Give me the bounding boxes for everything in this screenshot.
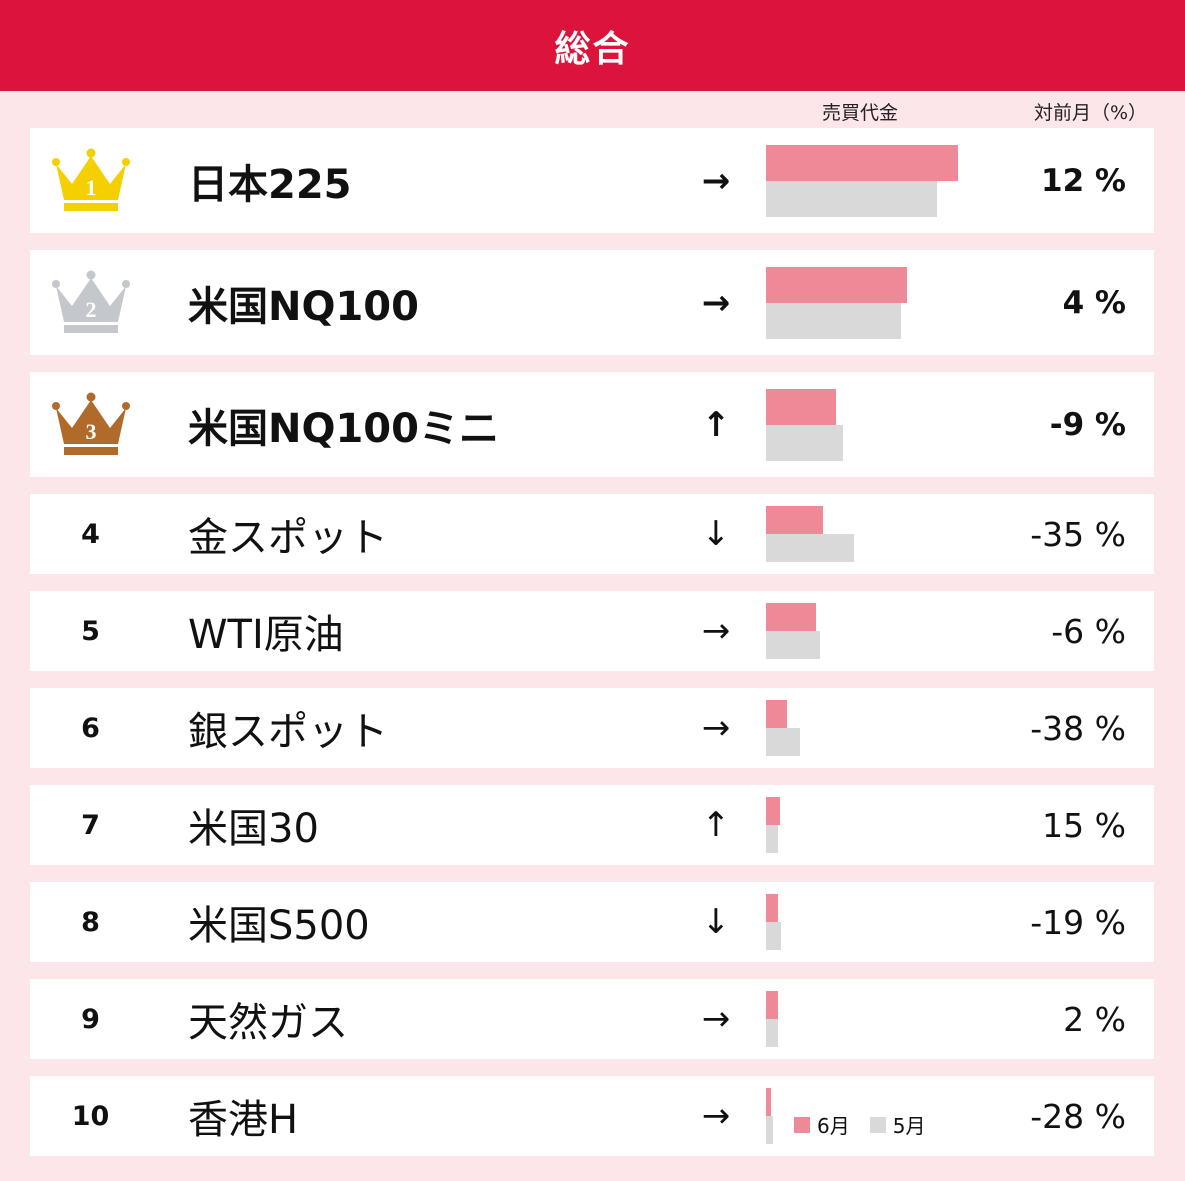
bar-may: [766, 1019, 778, 1047]
arrow-up-icon: ↑: [701, 805, 731, 845]
svg-text:2: 2: [85, 297, 96, 322]
bar-june: [766, 603, 816, 631]
volume-bars: [766, 785, 986, 865]
bar-may: [766, 534, 854, 562]
rank-crown-icon: 3: [30, 372, 151, 477]
arrow-down-icon: ↓: [701, 902, 731, 942]
mom-percent: -28 %: [1030, 1096, 1126, 1136]
product-name: 米国NQ100: [188, 283, 419, 330]
volume-bars: [766, 494, 986, 574]
ranking-row: 7 米国30 ↑ 15 %: [30, 785, 1154, 865]
bar-may: [766, 631, 820, 659]
mom-column-header: 対前月（%）: [1034, 102, 1148, 124]
ranking-row: 8 米国S500 ↓ -19 %: [30, 882, 1154, 962]
mom-percent: 2 %: [1063, 999, 1126, 1039]
product-name: 銀スポット: [188, 709, 388, 755]
rank-number: 5: [81, 615, 100, 647]
volume-bars: [766, 1076, 986, 1156]
volume-bars: [766, 688, 986, 768]
bar-june: [766, 506, 823, 534]
bar-may: [766, 728, 800, 756]
rank-number: 9: [81, 1003, 100, 1035]
mom-percent: 4 %: [1062, 284, 1126, 321]
volume-bars: [766, 979, 986, 1059]
arrow-right-icon: →: [701, 708, 731, 748]
mom-percent: -38 %: [1030, 708, 1126, 748]
bar-may: [766, 922, 781, 950]
rank-crown-icon: 1: [30, 128, 151, 233]
product-name: 米国S500: [188, 903, 370, 949]
bar-may: [766, 1116, 773, 1144]
bar-june: [766, 144, 958, 181]
volume-bars: [766, 128, 986, 233]
legend-item-may: 5月: [869, 1110, 926, 1139]
arrow-up-icon: ↑: [701, 404, 731, 445]
bar-june: [766, 894, 778, 922]
product-name: 米国30: [188, 806, 319, 852]
arrow-right-icon: →: [701, 160, 731, 201]
bar-may: [766, 825, 778, 853]
product-name: 金スポット: [188, 515, 388, 561]
bar-june: [766, 700, 787, 728]
arrow-right-icon: →: [701, 1096, 731, 1136]
svg-text:1: 1: [85, 175, 96, 200]
volume-column-header: 売買代金: [822, 102, 899, 124]
arrow-right-icon: →: [701, 611, 731, 651]
ranking-row: 4 金スポット ↓ -35 %: [30, 494, 1154, 574]
legend-swatch-june: [794, 1116, 810, 1133]
product-name: 香港H: [188, 1097, 299, 1143]
chart-legend: 6月 5月: [794, 1110, 945, 1139]
volume-bars: [766, 372, 986, 477]
legend-label-june: 6月: [817, 1114, 850, 1138]
rank-number: 4: [81, 518, 100, 550]
mom-percent: -35 %: [1030, 514, 1126, 554]
product-name: 米国NQ100ミニ: [188, 405, 499, 452]
product-name: 日本225: [188, 161, 352, 208]
rank-crown-icon: 2: [30, 250, 151, 355]
ranking-row: 6 銀スポット → -38 %: [30, 688, 1154, 768]
ranking-row: 3 米国NQ100ミニ ↑ -9 %: [30, 372, 1154, 477]
mom-percent: -9 %: [1049, 406, 1126, 443]
arrow-down-icon: ↓: [701, 514, 731, 554]
svg-text:3: 3: [85, 419, 96, 444]
volume-bars: [766, 250, 986, 355]
mom-percent: -19 %: [1030, 902, 1126, 942]
bar-june: [766, 797, 780, 825]
ranking-row: 1 日本225 → 12 %: [30, 128, 1154, 233]
mom-percent: 12 %: [1041, 162, 1126, 199]
bar-june: [766, 991, 778, 1019]
legend-item-june: 6月: [794, 1110, 850, 1139]
bar-may: [766, 302, 901, 339]
ranking-row: 9 天然ガス → 2 %: [30, 979, 1154, 1059]
product-name: WTI原油: [188, 612, 344, 658]
arrow-right-icon: →: [701, 282, 731, 323]
bar-june: [766, 388, 836, 425]
ranking-row: 2 米国NQ100 → 4 %: [30, 250, 1154, 355]
bar-june: [766, 1088, 771, 1116]
bar-june: [766, 266, 907, 303]
ranking-row: 10 香港H → -28 %: [30, 1076, 1154, 1156]
arrow-right-icon: →: [701, 999, 731, 1039]
legend-label-may: 5月: [892, 1114, 926, 1138]
ranking-row: 5 WTI原油 → -6 %: [30, 591, 1154, 671]
mom-percent: 15 %: [1042, 805, 1126, 845]
rank-number: 6: [81, 712, 100, 744]
legend-swatch-may: [869, 1116, 886, 1133]
mom-percent: -6 %: [1051, 611, 1126, 651]
title-bar: 総合: [0, 0, 1185, 91]
product-name: 天然ガス: [188, 1000, 348, 1046]
rank-number: 8: [81, 906, 100, 938]
volume-bars: [766, 882, 986, 962]
bar-may: [766, 424, 843, 461]
bar-may: [766, 180, 937, 217]
volume-bars: [766, 591, 986, 671]
rank-number: 10: [71, 1100, 110, 1132]
rank-number: 7: [81, 809, 100, 841]
page-title: 総合: [554, 28, 631, 70]
